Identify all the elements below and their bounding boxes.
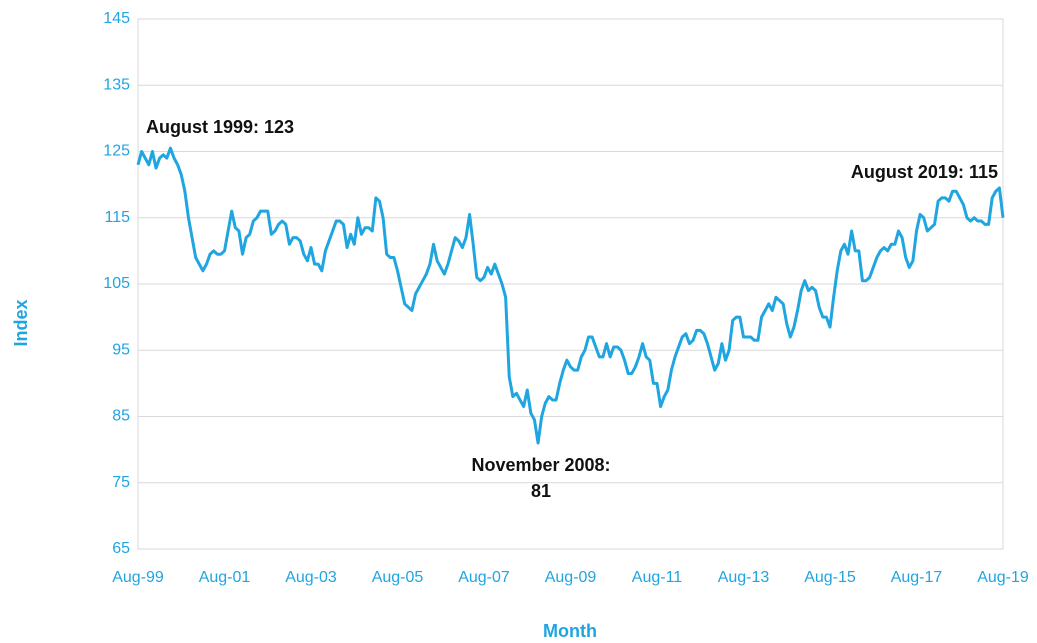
y-tick-label: 105 [103,275,130,292]
annotation: November 2008: [471,455,610,475]
x-axis-title: Month [543,621,597,641]
x-tick-label: Aug-17 [891,569,943,586]
x-tick-label: Aug-07 [458,569,510,586]
annotation: August 2019: 115 [851,162,998,182]
y-tick-label: 95 [112,341,130,358]
data-line [136,146,1005,445]
y-tick-label: 75 [112,474,130,491]
x-tick-label: Aug-99 [112,569,164,586]
x-tick-label: Aug-15 [804,569,856,586]
x-tick-label: Aug-01 [199,569,251,586]
y-tick-label: 85 [112,408,130,425]
x-tick-label: Aug-03 [285,569,337,586]
y-tick-label: 125 [103,143,130,160]
y-tick-label: 145 [103,10,130,27]
x-tick-label: Aug-13 [718,569,770,586]
y-tick-label: 65 [112,540,130,557]
x-tick-label: Aug-19 [977,569,1029,586]
x-tick-label: Aug-05 [372,569,424,586]
annotation: August 1999: 123 [146,117,294,137]
y-tick-label: 135 [103,76,130,93]
y-axis-title: Index [11,299,31,346]
y-tick-label: 115 [104,209,130,226]
annotation: 81 [531,481,551,501]
x-tick-label: Aug-11 [632,569,683,586]
x-tick-label: Aug-09 [545,569,597,586]
plot-border [137,18,1004,550]
